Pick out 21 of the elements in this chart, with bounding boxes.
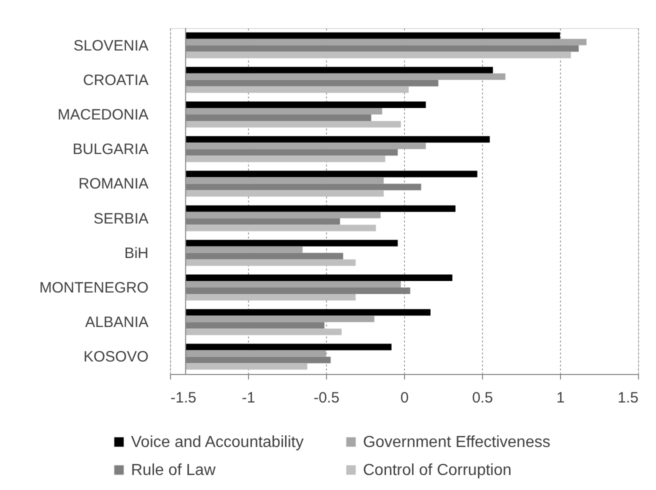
y-tick-label: ALBANIA [85,314,148,332]
x-tick-label: -1 [242,390,256,406]
y-tick-label: BiH [124,244,148,262]
y-tick-label: CROATIA [82,72,148,89]
y-tick-label: MACEDONIA [58,106,148,124]
y-tick-label: SLOVENIA [73,37,148,54]
x-tick-label: -0.5 [314,390,340,406]
x-tick-label: 1.5 [618,390,638,406]
x-tick-label: 0.5 [472,390,493,406]
x-tick-label: 0 [400,390,409,406]
y-tick-label: BULGARIA [72,141,148,158]
x-tick-label: -1.5 [170,390,196,406]
y-tick-label: ROMANIA [78,176,148,193]
y-tick-label: MONTENEGRO [39,280,148,296]
legend-label: Rule of Law [131,462,216,479]
legend-label: Control of Corruption [363,462,512,479]
y-tick-label: KOSOVO [83,348,148,366]
x-tick-label: 1 [556,390,565,406]
legend-label: Voice and Accountability [131,434,304,451]
y-tick-label: SERBIA [93,210,148,228]
legend-label: Government Effectiveness [363,434,550,451]
